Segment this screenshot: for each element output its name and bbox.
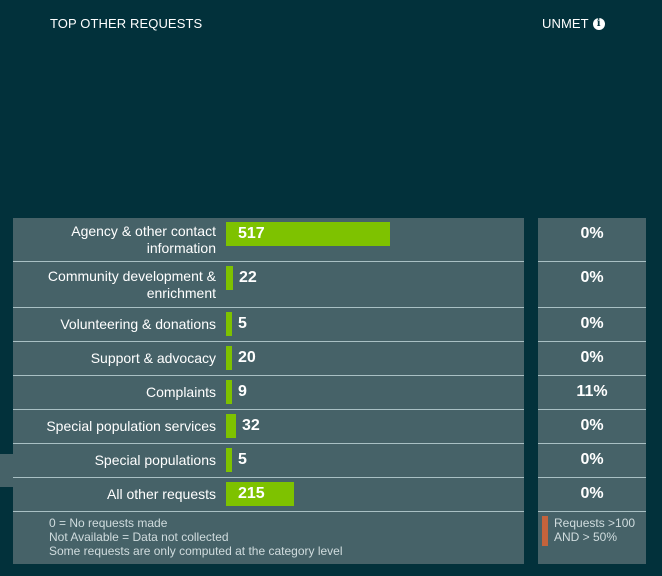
unmet-value: 0% (580, 315, 604, 332)
unmet-value: 0% (580, 349, 604, 366)
unmet-value: 0% (580, 417, 604, 434)
table-row[interactable]: Agency & other contact information 517 (13, 218, 524, 262)
category-label: All other requests (107, 486, 216, 502)
table-row[interactable]: Support & advocacy 20 (13, 342, 524, 376)
info-icon[interactable]: i (592, 17, 605, 30)
bar-value-label: 5 (238, 451, 247, 468)
table-row[interactable]: Special population services 32 (13, 410, 524, 444)
footnote-2: Not Available = Data not collected (49, 530, 229, 544)
bar[interactable] (226, 346, 232, 370)
unmet-row: 0% (538, 218, 646, 262)
unmet-header: UNMET i (542, 16, 605, 31)
table-row[interactable]: All other requests 215 (13, 478, 524, 512)
bar[interactable] (226, 414, 236, 438)
unmet-row: 0% (538, 262, 646, 308)
bar-value-label: 22 (239, 269, 257, 286)
legend-text-1: Requests >100 (554, 516, 636, 530)
bar[interactable] (226, 222, 390, 246)
bar-value-label: 517 (238, 225, 265, 242)
footnote-3: Some requests are only computed at the c… (49, 544, 343, 558)
unmet-value: 0% (580, 485, 604, 502)
requests-chart: 0 = No requests made Not Available = Dat… (13, 218, 524, 564)
category-label: Support & advocacy (90, 350, 216, 366)
legend-swatch (542, 516, 548, 546)
category-label: Community development & enrichment (47, 268, 216, 301)
table-row[interactable]: Special populations 5 (13, 444, 524, 478)
category-label: Complaints (145, 384, 216, 400)
category-label: Agency & other contact information (71, 223, 216, 256)
unmet-value: 0% (580, 225, 604, 242)
unmet-label: UNMET (542, 16, 589, 31)
unmet-row: 0% (538, 410, 646, 444)
unmet-row: 0% (538, 342, 646, 376)
bar[interactable] (226, 380, 232, 404)
unmet-row: 0% (538, 308, 646, 342)
bar-value-label: 9 (238, 383, 247, 400)
page-title: TOP OTHER REQUESTS (50, 16, 203, 31)
bar-value-label: 215 (238, 485, 265, 502)
unmet-value: 0% (580, 269, 604, 286)
category-label: Volunteering & donations (60, 316, 216, 332)
category-label: Special population services (46, 418, 216, 434)
bar-value-label: 20 (238, 349, 256, 366)
unmet-row: 0% (538, 444, 646, 478)
bar-value-label: 5 (238, 315, 247, 332)
table-row[interactable]: Complaints 9 (13, 376, 524, 410)
bar[interactable] (226, 312, 232, 336)
unmet-column: Requests >100 AND > 50% 0% 0% 0% 0% 11% 0% 0% 0… (538, 218, 646, 564)
unmet-row: 11% (538, 376, 646, 410)
footnote-1: 0 = No requests made (49, 516, 168, 530)
legend-text: Requests >100 AND > 50% (554, 516, 635, 544)
bar-value-label: 32 (242, 417, 260, 434)
unmet-value: 0% (580, 451, 604, 468)
bar[interactable] (226, 448, 232, 472)
table-row[interactable]: Community development & enrichment 22 (13, 262, 524, 308)
unmet-value: 11% (576, 383, 608, 400)
legend-text-2: AND > 50% (554, 530, 618, 544)
unmet-row: 0% (538, 478, 646, 512)
category-label: Special populations (94, 452, 216, 468)
side-tab[interactable] (0, 454, 13, 487)
bar[interactable] (226, 266, 233, 290)
bar[interactable] (226, 482, 294, 506)
table-row[interactable]: Volunteering & donations 5 (13, 308, 524, 342)
